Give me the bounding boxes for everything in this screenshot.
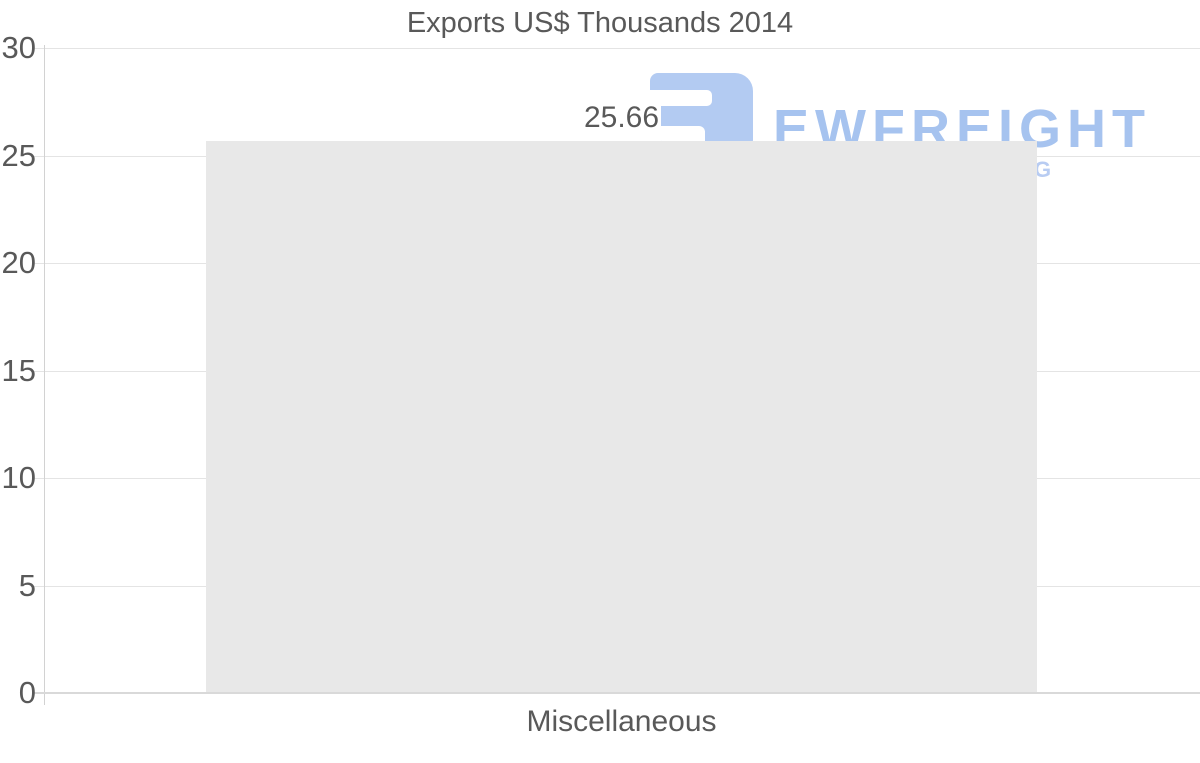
y-axis-line (44, 45, 45, 705)
watermark-tagline-letter: G (1034, 157, 1052, 182)
y-tick-label: 15 (1, 353, 36, 388)
bar-miscellaneous (206, 141, 1037, 693)
x-axis-baseline (34, 692, 1200, 694)
y-tick-label: 5 (18, 568, 36, 603)
x-axis-category-label: Miscellaneous (526, 705, 717, 738)
logo-icon-cutout (650, 106, 661, 146)
logo-icon-cutout (661, 126, 705, 146)
y-tick-label: 0 (18, 675, 36, 710)
y-tick-label: 10 (1, 460, 36, 495)
y-tick-label: 25 (1, 138, 36, 173)
bar-value-label: 25.66 (583, 101, 660, 134)
chart-title: Exports US$ Thousands 2014 (406, 7, 794, 39)
freight-logo-icon (650, 73, 753, 146)
gridline (34, 48, 1200, 49)
y-tick-label: 20 (1, 245, 36, 280)
y-tick-label: 30 (1, 30, 36, 65)
logo-icon-cutout (650, 90, 712, 106)
